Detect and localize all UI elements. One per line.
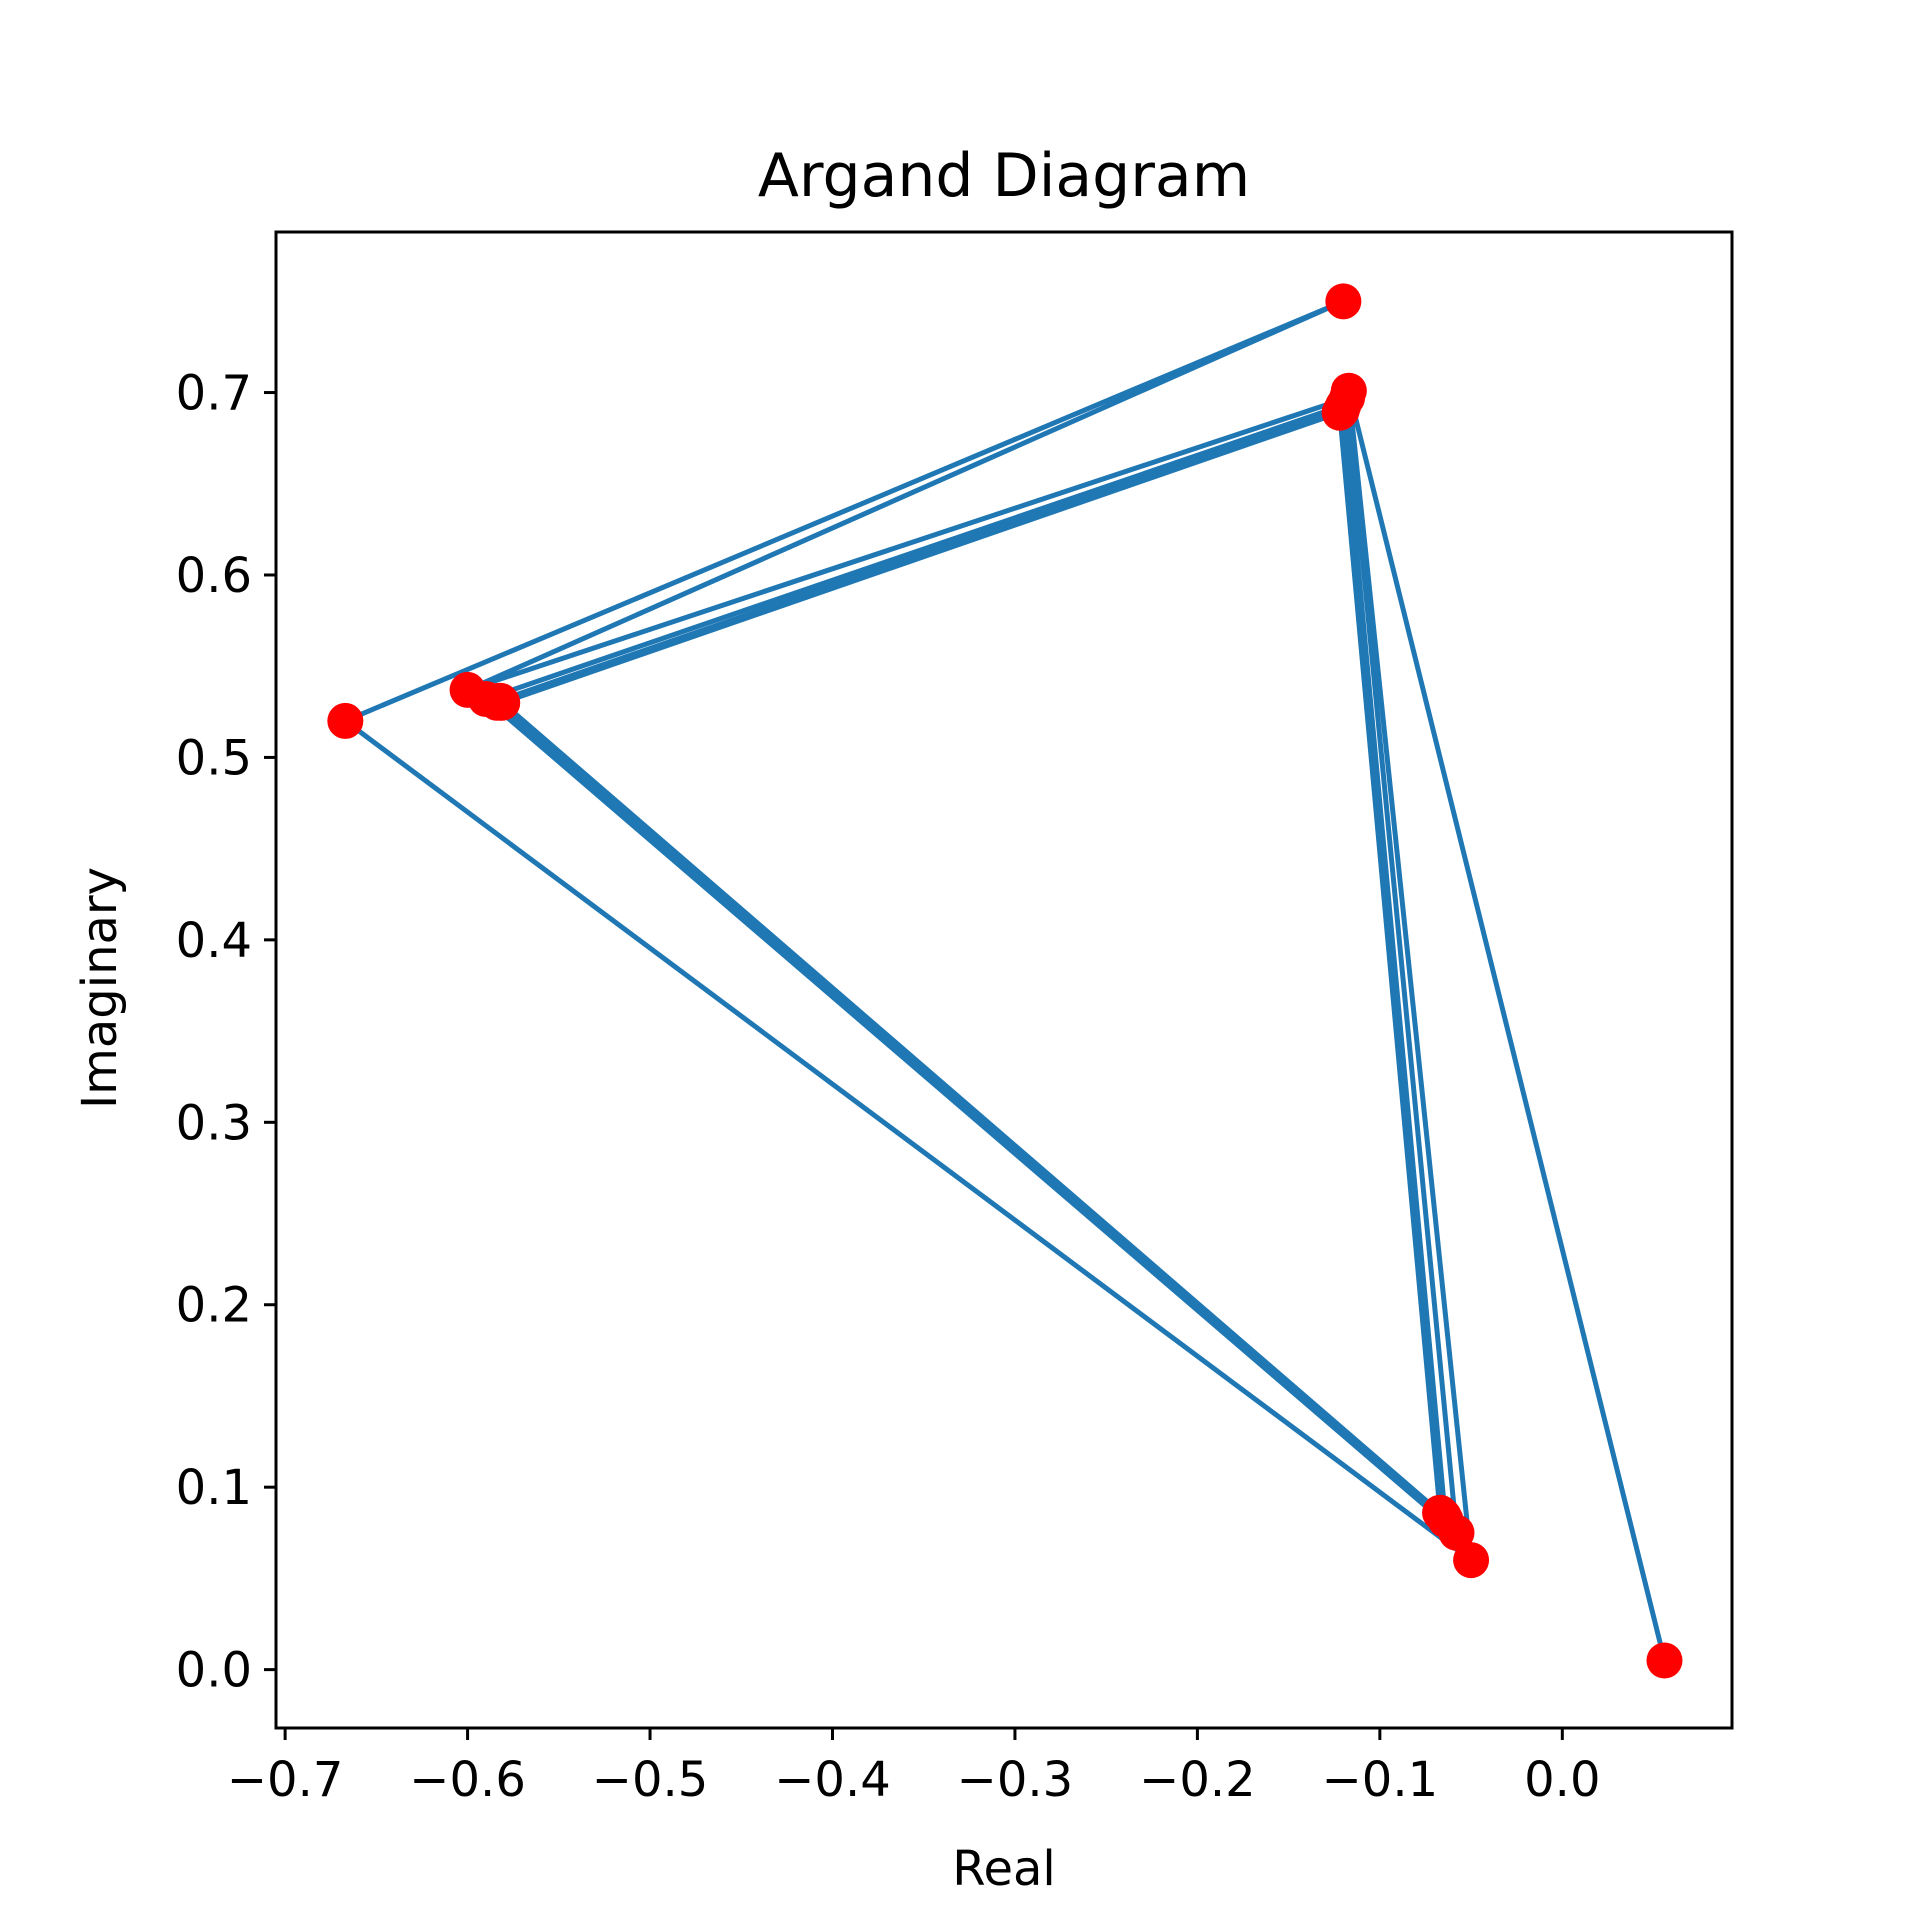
data-point-0 xyxy=(1646,1642,1683,1679)
plot-frame xyxy=(274,230,1734,1730)
chart-title: Argand Diagram xyxy=(758,141,1250,211)
x-tick-label: −0.5 xyxy=(592,1752,709,1808)
data-point-3 xyxy=(327,702,364,739)
data-point-2 xyxy=(1453,1542,1490,1579)
data-point-26 xyxy=(482,684,519,721)
data-point-25 xyxy=(1423,1496,1460,1533)
markers-group xyxy=(327,283,1683,1679)
data-point-4 xyxy=(1325,283,1362,320)
y-axis-label: Imaginary xyxy=(72,867,128,1109)
y-tick-label: 0.5 xyxy=(176,730,252,786)
y-tick-label: 0.4 xyxy=(176,913,252,969)
x-tick-label: −0.6 xyxy=(409,1752,526,1808)
x-tick-label: 0.0 xyxy=(1524,1752,1600,1808)
x-tick-label: −0.7 xyxy=(227,1752,344,1808)
y-tick-label: 0.0 xyxy=(176,1643,252,1699)
y-tick-label: 0.7 xyxy=(176,366,252,422)
x-tick-label: −0.4 xyxy=(774,1752,891,1808)
y-tick-label: 0.6 xyxy=(176,548,252,604)
y-tick-label: 0.1 xyxy=(176,1460,252,1516)
x-axis-label: Real xyxy=(952,1841,1055,1897)
x-axis-ticks: −0.7 −0.6 −0.5 −0.4 −0.3 −0.2 −0.1 0.0 xyxy=(227,1728,1600,1808)
y-tick-label: 0.2 xyxy=(176,1278,252,1334)
series-group xyxy=(342,298,1667,1663)
y-tick-label: 0.3 xyxy=(176,1095,252,1151)
y-axis-ticks: 0.0 0.1 0.2 0.3 0.4 0.5 0.6 0.7 xyxy=(176,366,276,1699)
x-tick-label: −0.2 xyxy=(1139,1752,1256,1808)
x-tick-label: −0.1 xyxy=(1322,1752,1439,1808)
series-line-0 xyxy=(342,298,1667,1663)
data-point-24 xyxy=(1323,390,1360,427)
x-tick-label: −0.3 xyxy=(957,1752,1074,1808)
